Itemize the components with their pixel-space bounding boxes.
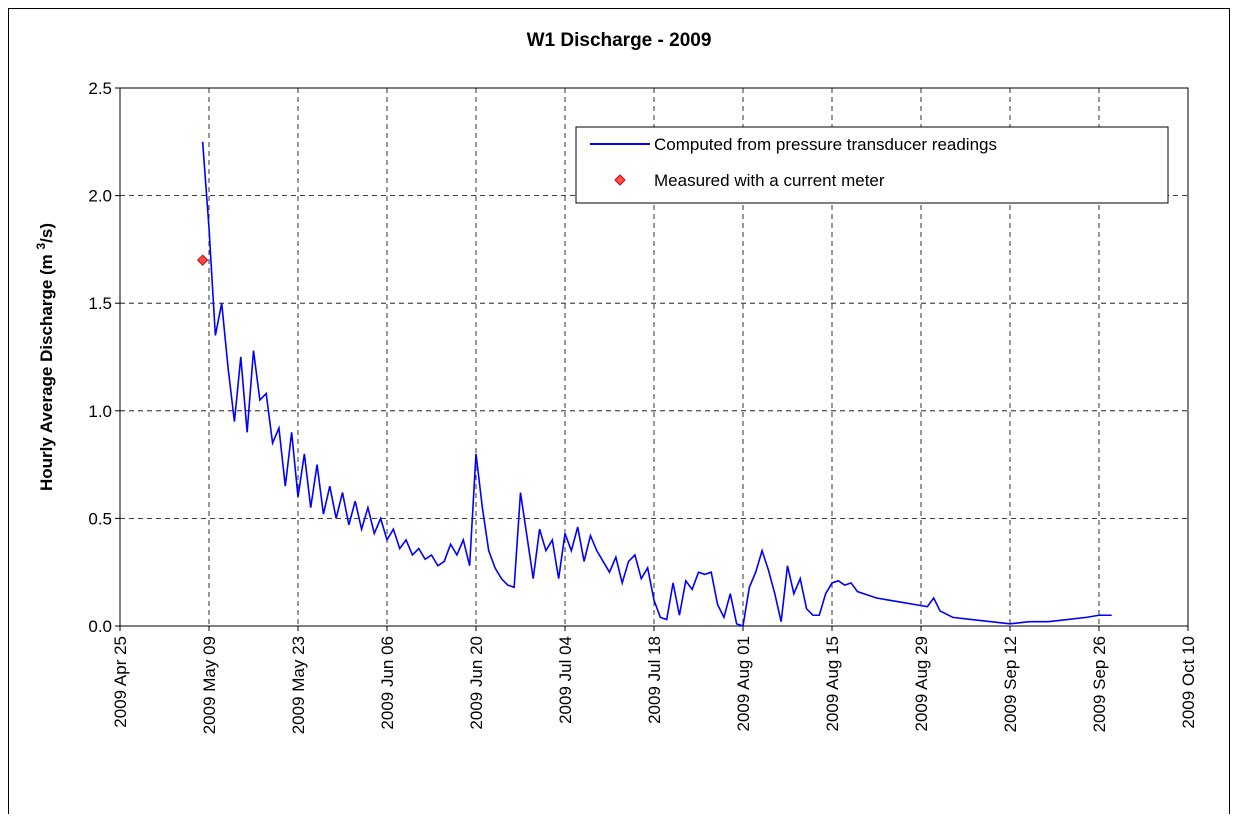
y-tick-label: 2.5 bbox=[88, 79, 112, 98]
x-tick-label: 2009 Aug 01 bbox=[734, 636, 753, 731]
x-tick-label: 2009 Jul 18 bbox=[645, 636, 664, 724]
x-tick-label: 2009 Jun 06 bbox=[378, 636, 397, 730]
y-label-superscript: 3 bbox=[34, 242, 48, 249]
y-tick-label: 0.0 bbox=[88, 617, 112, 636]
y-label-text: Hourly Average Discharge (m bbox=[37, 249, 56, 491]
legend-box bbox=[575, 126, 1169, 204]
chart-title: W1 Discharge - 2009 bbox=[527, 30, 712, 51]
y-tick-label: 2.0 bbox=[88, 187, 112, 206]
chart-frame bbox=[8, 8, 1230, 819]
y-axis-label: Hourly Average Discharge (m 3/s) bbox=[34, 223, 56, 491]
data-line bbox=[201, 141, 1112, 628]
y-label-suffix: /s) bbox=[37, 223, 56, 243]
x-tick-label: 2009 Sep 12 bbox=[1001, 636, 1020, 732]
x-tick-label: 2009 Oct 10 bbox=[1179, 636, 1198, 729]
data-point bbox=[196, 254, 209, 266]
x-tick-label: 2009 Sep 26 bbox=[1090, 636, 1109, 732]
x-tick-label: 2009 Aug 15 bbox=[823, 636, 842, 731]
x-tick-label: 2009 May 23 bbox=[289, 636, 308, 734]
x-tick-label: 2009 Aug 29 bbox=[912, 636, 931, 731]
legend-label: Measured with a current meter bbox=[654, 171, 885, 190]
plot-frame bbox=[119, 87, 1189, 627]
legend-label: Computed from pressure transducer readin… bbox=[654, 135, 997, 154]
x-tick-label: 2009 Jul 04 bbox=[556, 636, 575, 724]
x-tick-label: 2009 May 09 bbox=[200, 636, 219, 734]
x-tick-label: 2009 Apr 25 bbox=[111, 636, 130, 728]
legend-swatch bbox=[614, 174, 626, 186]
y-tick-label: 1.5 bbox=[88, 294, 112, 313]
y-tick-label: 0.5 bbox=[88, 509, 112, 528]
x-tick-label: 2009 Jun 20 bbox=[467, 636, 486, 730]
y-tick-label: 1.0 bbox=[88, 402, 112, 421]
